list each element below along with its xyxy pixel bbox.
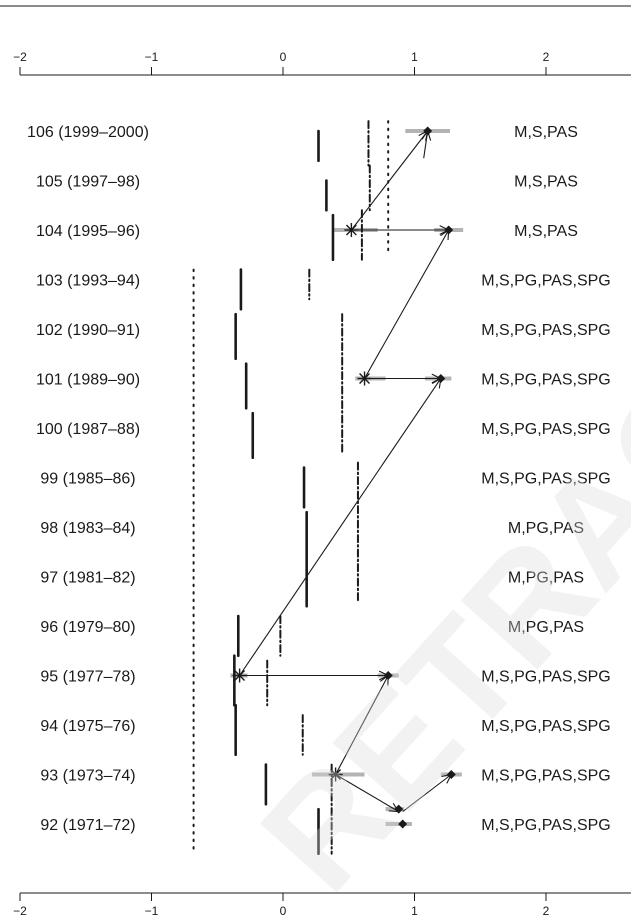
congress-label-2: 104 (1995–96) <box>36 223 140 240</box>
congress-label-13: 93 (1973–74) <box>40 768 135 785</box>
top-axis-tick-label-3: 1 <box>411 50 418 64</box>
diamond-marker-10 <box>398 819 408 829</box>
bottom-axis-tick-label-3: 1 <box>411 904 418 918</box>
estimate-markers <box>232 126 456 829</box>
congress-labels: 106 (1999–2000) 105 (1997–98) 104 (1995–96… <box>27 124 149 834</box>
congress-label-0: 106 (1999–2000) <box>27 124 149 141</box>
arrow-shaft-2 <box>335 675 389 775</box>
pass-label-13: M,S,PG,PAS,SPG <box>481 768 611 785</box>
transition-arrow-1 <box>335 774 400 813</box>
diamond-marker-8 <box>446 770 456 779</box>
congress-label-12: 94 (1975–76) <box>40 718 135 735</box>
pass-label-8: M,PG,PAS <box>508 520 584 537</box>
pass-label-6: M,S,PG,PAS,SPG <box>481 421 611 438</box>
congress-label-3: 103 (1993–94) <box>36 273 140 290</box>
pass-label-3: M,S,PG,PAS,SPG <box>481 273 611 290</box>
pass-labels: M,S,PAS M,S,PAS M,S,PAS M,S,PG,PAS,SPG M,S,P… <box>481 124 611 834</box>
star-marker-7 <box>328 767 343 782</box>
star-stroke-3-3 <box>359 373 370 384</box>
transition-arrows <box>239 129 453 813</box>
top-axis: −2 −1 0 1 2 <box>13 50 631 76</box>
bottom-axis-tick-label-2: 0 <box>280 904 287 918</box>
pass-label-4: M,S,PG,PAS,SPG <box>481 322 611 339</box>
congress-label-5: 101 (1989–90) <box>36 372 140 389</box>
transition-arrow-5 <box>364 373 443 384</box>
reference-segments <box>192 120 390 856</box>
star-marker-3 <box>357 371 372 386</box>
transition-arrow-4 <box>239 377 442 676</box>
transition-arrow-2 <box>335 674 389 775</box>
arrow-shaft-9 <box>423 130 429 159</box>
arrow-shaft-1 <box>335 774 399 813</box>
star-marker-1 <box>344 223 359 237</box>
pass-label-1: M,S,PAS <box>514 174 578 191</box>
diamond-marker-6 <box>383 671 393 680</box>
transition-arrow-3 <box>239 670 390 681</box>
congress-label-1: 105 (1997–98) <box>36 174 140 191</box>
arrow-shaft-6 <box>364 229 450 379</box>
congress-label-6: 100 (1987–88) <box>36 421 140 438</box>
bottom-axis: −2 −1 0 1 2 <box>13 892 631 918</box>
star-stroke-1-3 <box>345 224 357 236</box>
transition-arrow-7 <box>351 225 450 235</box>
arrow-shaft-0 <box>402 774 452 813</box>
congress-label-7: 99 (1985–86) <box>40 471 135 488</box>
top-axis-tick-label-1: −1 <box>145 50 159 64</box>
pass-label-7: M,S,PG,PAS,SPG <box>481 471 611 488</box>
star-stroke-5-3 <box>234 670 246 681</box>
star-marker-5 <box>232 668 247 683</box>
transition-arrow-8 <box>350 129 429 231</box>
congress-label-4: 102 (1990–91) <box>36 322 140 339</box>
pass-label-11: M,S,PG,PAS,SPG <box>481 669 611 686</box>
transition-arrow-6 <box>364 228 450 379</box>
congress-label-11: 95 (1977–78) <box>40 669 135 686</box>
pass-label-14: M,S,PG,PAS,SPG <box>481 817 611 834</box>
pass-label-10: M,PG,PAS <box>508 619 584 636</box>
pass-label-9: M,PG,PAS <box>508 570 584 587</box>
congress-label-8: 98 (1983–84) <box>40 520 135 537</box>
pass-label-12: M,S,PG,PAS,SPG <box>481 718 611 735</box>
congress-label-10: 96 (1979–80) <box>40 619 135 636</box>
top-axis-tick-label-2: 0 <box>280 50 287 64</box>
diamond-marker-9 <box>394 804 404 814</box>
pass-label-2: M,S,PAS <box>514 223 578 240</box>
pass-label-0: M,S,PAS <box>514 124 578 141</box>
pass-label-5: M,S,PG,PAS,SPG <box>481 372 611 389</box>
bottom-axis-tick-label-4: 2 <box>543 904 550 918</box>
diamond-marker-2 <box>444 225 454 235</box>
arrow-shaft-4 <box>239 378 442 676</box>
diamond-marker-0 <box>423 126 433 136</box>
diamond-marker-4 <box>436 374 446 383</box>
star-stroke-7-3 <box>330 769 342 780</box>
congress-label-9: 97 (1981–82) <box>40 570 135 587</box>
top-axis-tick-label-0: −2 <box>13 50 27 64</box>
arrow-shaft-8 <box>350 130 429 231</box>
bottom-axis-tick-label-0: −2 <box>13 904 27 918</box>
congress-label-14: 92 (1971–72) <box>40 817 135 834</box>
top-axis-tick-label-4: 2 <box>543 50 550 64</box>
bottom-axis-tick-label-1: −1 <box>145 904 159 918</box>
transition-arrow-0 <box>402 773 453 813</box>
